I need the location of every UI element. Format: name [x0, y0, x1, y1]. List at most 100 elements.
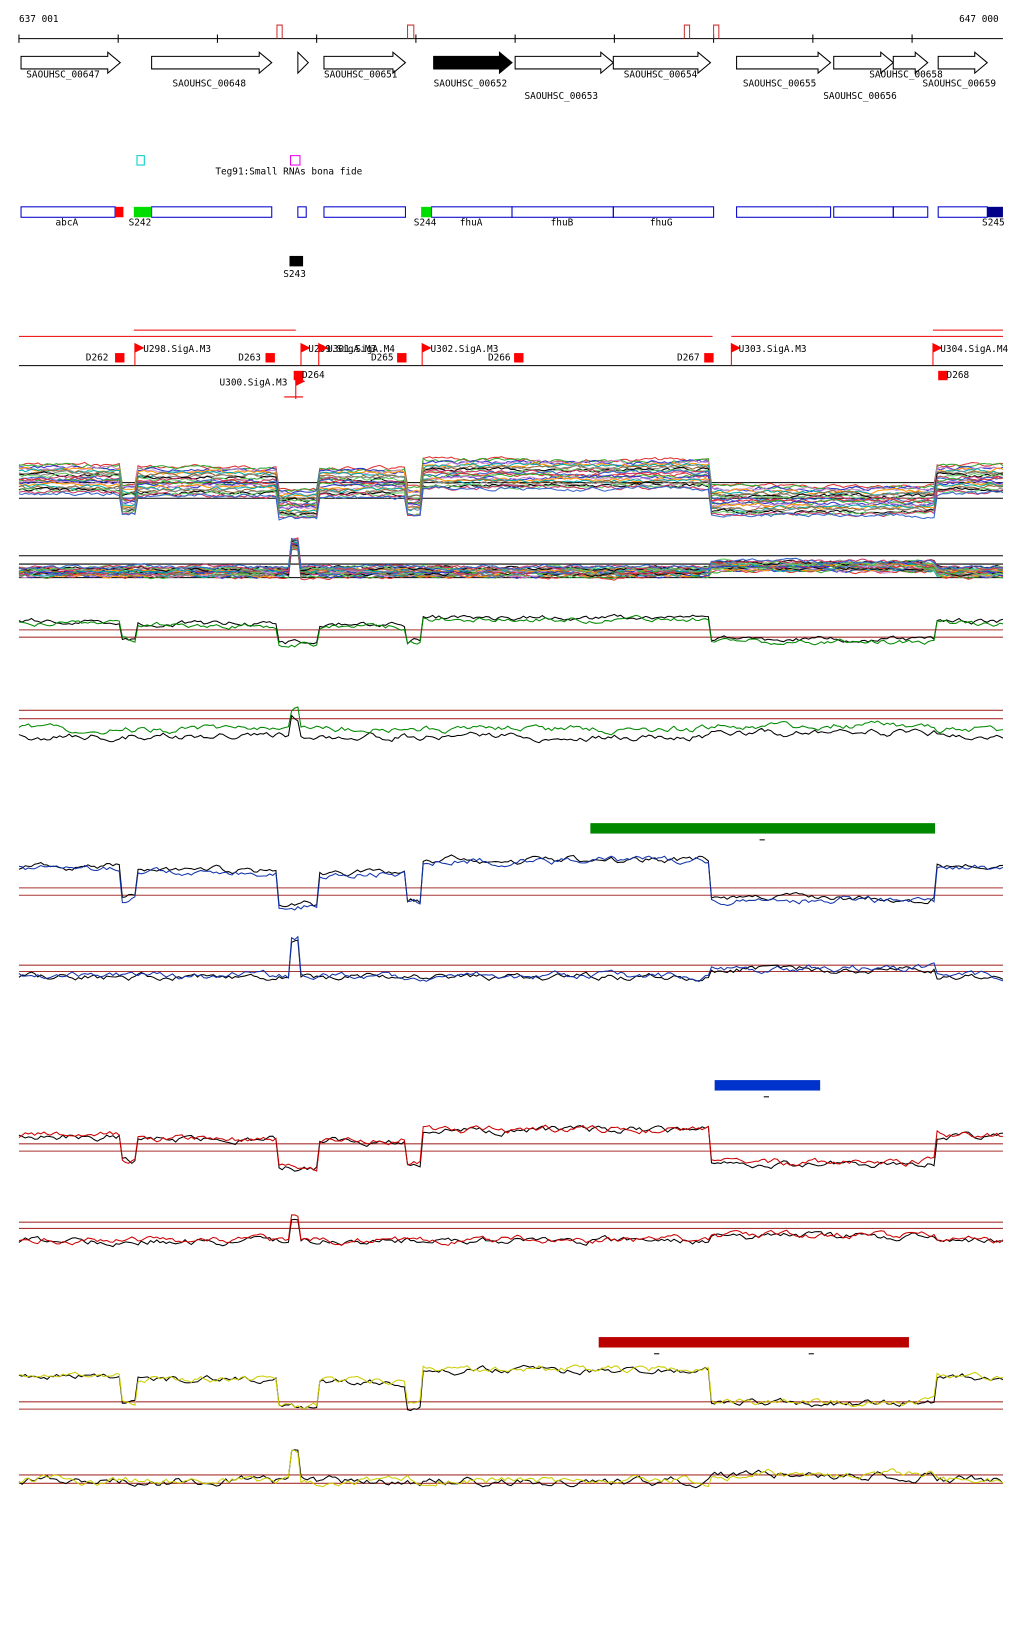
annotation-box	[297, 206, 307, 218]
signal-trace	[18, 706, 1004, 736]
gene-arrow	[297, 50, 310, 75]
annotation-box	[612, 206, 715, 218]
signal-trace	[18, 1218, 1004, 1248]
ruler-start: 637 001	[19, 14, 59, 25]
signal-trace	[18, 456, 1004, 492]
annotation-box	[511, 206, 614, 218]
promoter-label: D267	[677, 352, 700, 363]
annotation-mark	[289, 255, 304, 267]
promoter-label: U301.SigA.M4	[327, 344, 395, 355]
signal-trace	[18, 485, 1004, 521]
gene-arrow	[20, 51, 122, 75]
gene-arrow	[514, 51, 615, 75]
terminator-mark	[115, 353, 125, 363]
small-rna-label: Teg91:Small RNAs bona fide	[215, 166, 362, 177]
annotation-mark	[987, 206, 1003, 218]
region-bar	[714, 1080, 821, 1091]
gene-arrow	[736, 51, 832, 75]
signal-trace	[18, 466, 1004, 503]
promoter-label: U303.SigA.M3	[739, 344, 807, 355]
signal-trace	[18, 1214, 1004, 1246]
signal-trace	[18, 471, 1004, 508]
terminator-mark	[514, 353, 524, 363]
promoter-flag	[300, 342, 311, 366]
signal-trace	[18, 1364, 1004, 1412]
terminator-mark	[265, 353, 275, 363]
ruler-mark	[407, 24, 415, 39]
terminator-mark	[397, 353, 407, 363]
signal-trace	[18, 1449, 1004, 1489]
signal-trace	[18, 1124, 1003, 1172]
signal-trace	[18, 614, 1004, 648]
annotation-mark	[421, 206, 432, 218]
promoter-label: D263	[238, 352, 261, 363]
annotation-label: fhuB	[551, 218, 574, 229]
signal-trace	[18, 468, 1004, 506]
terminator-mark	[938, 370, 948, 381]
signal-trace	[18, 462, 1004, 499]
gene-label: SAOUHSC_00654	[624, 69, 698, 80]
signal-trace	[18, 1364, 1004, 1410]
annotation-box	[892, 206, 929, 218]
signal-trace	[18, 1449, 1004, 1488]
signal-trace	[18, 461, 1004, 497]
srna-box	[136, 155, 145, 166]
annotation-box	[323, 206, 406, 218]
gene-label: SAOUHSC_00651	[324, 69, 398, 80]
terminator-mark	[293, 370, 304, 381]
gene-label: SAOUHSC_00653	[525, 91, 599, 102]
promoter-flag	[730, 342, 741, 366]
gene-arrow	[323, 51, 407, 75]
gene-label: SAOUHSC_00648	[173, 79, 247, 90]
gene-label: SAOUHSC_00659	[923, 79, 997, 90]
promoter-label: U298.SigA.M3	[143, 344, 211, 355]
gene-label: SAOUHSC_00656	[823, 91, 897, 102]
promoter-label: U302.SigA.M3	[431, 344, 499, 355]
promoter-label: U304.SigA.M4	[940, 344, 1008, 355]
signal-trace	[18, 473, 1003, 508]
annotation-label: fhuG	[650, 218, 673, 229]
promoter-flag	[421, 342, 432, 366]
ruler-end: 647 000	[959, 14, 999, 25]
promoter-label: D268	[947, 370, 970, 381]
gene-arrow	[833, 51, 895, 75]
promoter-label: U300.SigA.M3	[220, 377, 288, 388]
promoter-label: D262	[86, 352, 109, 363]
region-bar	[590, 823, 936, 834]
annotation-label: S244	[414, 218, 437, 229]
annotation-mark	[115, 206, 124, 218]
annotation-box	[736, 206, 832, 218]
gene-label: SAOUHSC_00652	[434, 79, 508, 90]
signal-trace	[18, 1124, 1003, 1172]
promoter-flag	[134, 342, 145, 366]
gene-label: SAOUHSC_00658	[869, 69, 943, 80]
promoter-flag	[318, 342, 329, 366]
annotation-mark	[133, 206, 152, 218]
annotation-box	[833, 206, 894, 218]
annotation-label: S242	[129, 218, 152, 229]
gene-label: SAOUHSC_00655	[743, 79, 817, 90]
signal-trace	[18, 714, 1004, 744]
ruler-mark	[276, 24, 283, 39]
promoter-label: U299.SigA.M3	[308, 344, 376, 355]
signal-trace	[18, 854, 1003, 908]
signal-trace	[18, 935, 1004, 983]
annotation-box	[431, 206, 513, 218]
signal-trace	[18, 537, 1003, 572]
ruler-mark	[683, 24, 691, 39]
promoter-label: D265	[371, 352, 394, 363]
signal-trace	[18, 855, 1004, 911]
annotation-box	[20, 206, 116, 218]
terminator-mark	[704, 353, 714, 363]
gene-arrow	[433, 51, 513, 75]
gene-label: SAOUHSC_00647	[26, 69, 100, 80]
annotation-label: fhuA	[460, 218, 483, 229]
annotation-label: abcA	[56, 218, 79, 229]
promoter-label: D264	[302, 370, 325, 381]
ruler-mark	[713, 24, 720, 39]
gene-arrow	[892, 51, 929, 75]
signal-trace	[18, 479, 1004, 518]
promoter-flag	[932, 342, 943, 366]
